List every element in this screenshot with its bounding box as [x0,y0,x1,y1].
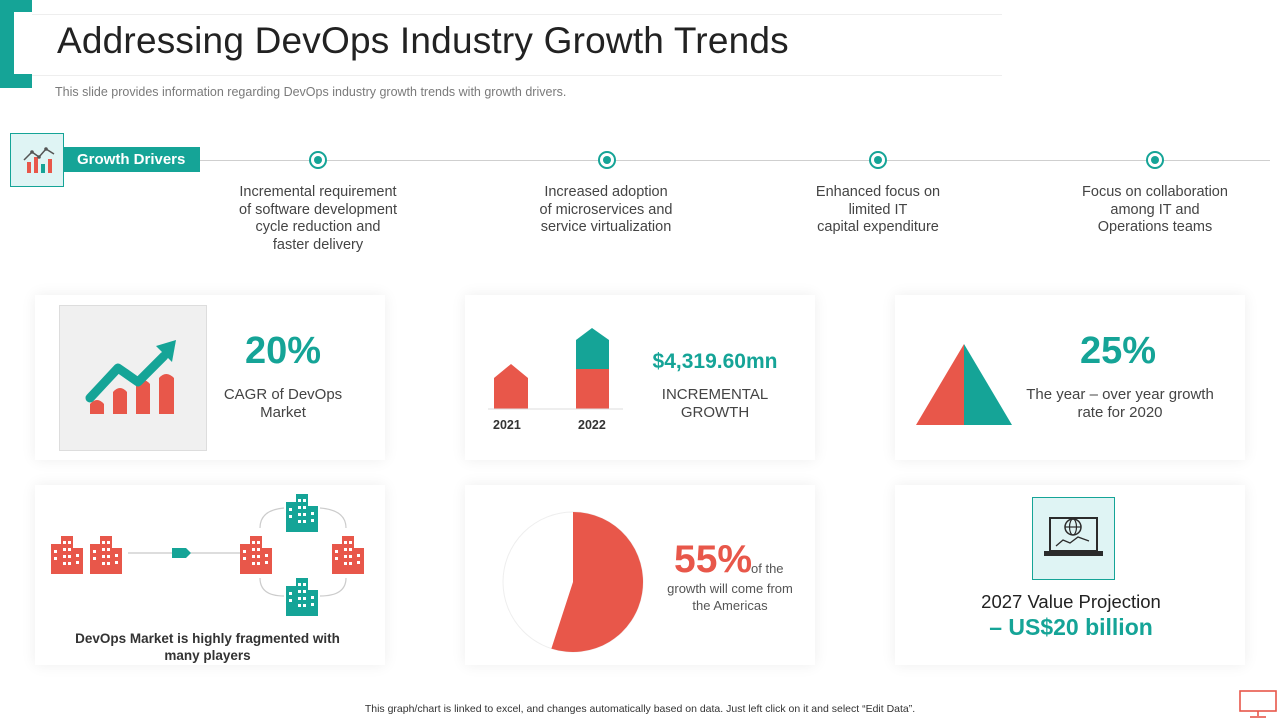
cagr-line: Market [260,404,306,421]
timeline-node [1146,151,1164,169]
growth-driver-text: Focus on collaboration among IT and Oper… [1055,184,1255,237]
stat-card-fragmented [35,485,385,665]
slide-title: Addressing DevOps Industry Growth Trends [57,20,789,61]
fragmented-market-diagram [51,494,364,616]
growth-drivers-label: Growth Drivers [64,147,200,172]
driver-line: service virtualization [540,219,672,235]
americas-share-value: 55% [674,538,753,581]
corner-accent-bar [0,0,32,88]
americas-line: the Americas [692,597,768,613]
yoy-line: The year – over year growth [1026,386,1214,403]
incremental-line: GROWTH [680,404,750,421]
bar-2022-base [576,369,609,409]
incremental-bar-chart [488,328,623,410]
title-top-rule [32,14,1002,15]
pyramid-icon [916,344,1012,425]
timeline-node [309,151,327,169]
fragmented-line: DevOps Market is highly fragmented with [75,631,340,646]
yoy-line: rate for 2020 [1077,404,1163,421]
footer-note: This graph/chart is linked to excel, and… [364,703,916,715]
driver-line: limited IT [848,201,908,218]
year-label-2021: 2021 [493,418,521,432]
fragmented-line: many players [164,648,251,663]
timeline-line [200,160,1270,161]
driver-line: among IT and [1110,201,1200,218]
title-bottom-rule [32,75,1002,76]
projection-value: – US$20 billion [989,614,1153,640]
americas-share-suffix: of the [751,561,784,576]
cagr-line: CAGR of DevOps [223,386,343,403]
timeline-node [869,151,887,169]
driver-line: Enhanced focus on [815,184,941,200]
driver-line: capital expenditure [817,219,939,235]
projection-label: 2027 Value Projection [981,591,1161,612]
bar-2021 [494,364,528,409]
rising-bar-chart-icon [59,305,207,451]
timeline-node [598,151,616,169]
driver-line: of microservices and [539,201,673,218]
yoy-description: The year – over year growth rate for 202… [1010,386,1230,422]
cagr-value: 20% [244,330,322,372]
slide-subtitle: This slide provides information regardin… [55,85,567,99]
growth-driver-text: Incremental requirement of software deve… [218,184,418,254]
fragmented-market-caption: DevOps Market is highly fragmented with … [60,630,355,664]
growth-driver-text: Increased adoption of microservices and … [506,184,706,237]
bar-2022-increment [576,328,609,369]
driver-line: Operations teams [1097,219,1213,235]
americas-pie-chart [502,511,644,653]
year-label-2022: 2022 [578,418,606,432]
pie-slice-americas [551,512,644,652]
growth-driver-text: Enhanced focus on limited IT capital exp… [778,184,978,237]
incremental-line: INCREMENTAL [661,386,769,403]
americas-line: growth will come from [667,581,793,596]
driver-line: of software development [239,201,397,218]
yoy-value: 25% [1079,330,1157,372]
americas-description: growth will come from the Americas [660,581,800,614]
globe-laptop-icon [1032,497,1115,580]
driver-line: Focus on collaboration [1082,184,1228,200]
driver-line: Incremental requirement [239,184,397,200]
monitor-icon [1239,690,1277,718]
incremental-growth-value: $4,319.60mn [652,350,778,373]
driver-line: cycle reduction and [255,219,381,235]
driver-line: faster delivery [272,236,364,253]
incremental-growth-description: INCREMENTAL GROWTH [635,386,795,422]
growth-chart-icon [10,133,64,187]
cagr-description: CAGR of DevOps Market [203,386,363,422]
driver-line: Increased adoption [544,184,668,200]
